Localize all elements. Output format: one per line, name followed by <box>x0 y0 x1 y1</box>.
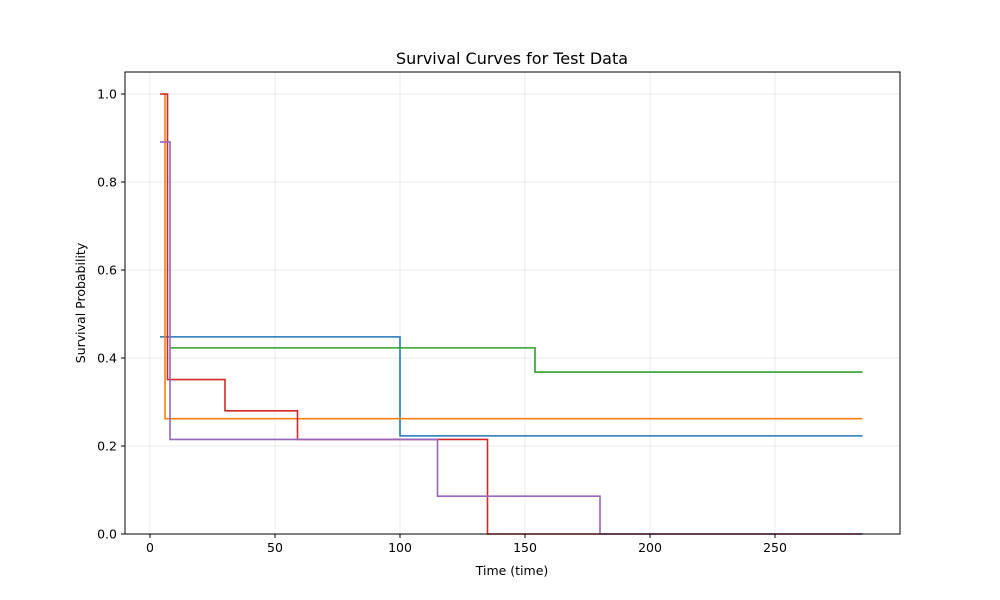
survival-curve-3 <box>170 347 863 373</box>
chart-title: Survival Curves for Test Data <box>396 49 628 68</box>
y-tick-label: 0.0 <box>97 527 117 542</box>
x-tick-label: 250 <box>763 540 787 555</box>
x-tick-label: 100 <box>388 540 412 555</box>
x-tick-label: 0 <box>146 540 154 555</box>
y-tick-label: 1.0 <box>97 87 117 102</box>
x-axis-label: Time (time) <box>475 563 549 578</box>
survival-curve-1 <box>160 336 863 437</box>
survival-curve-2 <box>162 93 863 420</box>
x-tick-label: 50 <box>267 540 283 555</box>
plot-frame <box>124 71 901 535</box>
curves <box>160 93 863 535</box>
y-tick-label: 0.6 <box>97 263 117 278</box>
x-tick-label: 150 <box>513 540 537 555</box>
grid <box>125 72 900 535</box>
survival-curve-4 <box>160 93 863 535</box>
y-axis-label: Survival Probability <box>73 242 88 363</box>
y-tick-label: 0.8 <box>97 175 117 190</box>
x-axis: 0 50 100 150 200 250 <box>146 534 787 555</box>
survival-curve-5 <box>160 141 863 535</box>
y-tick-label: 0.4 <box>97 351 117 366</box>
y-tick-label: 0.2 <box>97 439 117 454</box>
x-tick-label: 200 <box>638 540 662 555</box>
y-axis: 0.0 0.2 0.4 0.6 0.8 1.0 <box>97 87 125 542</box>
